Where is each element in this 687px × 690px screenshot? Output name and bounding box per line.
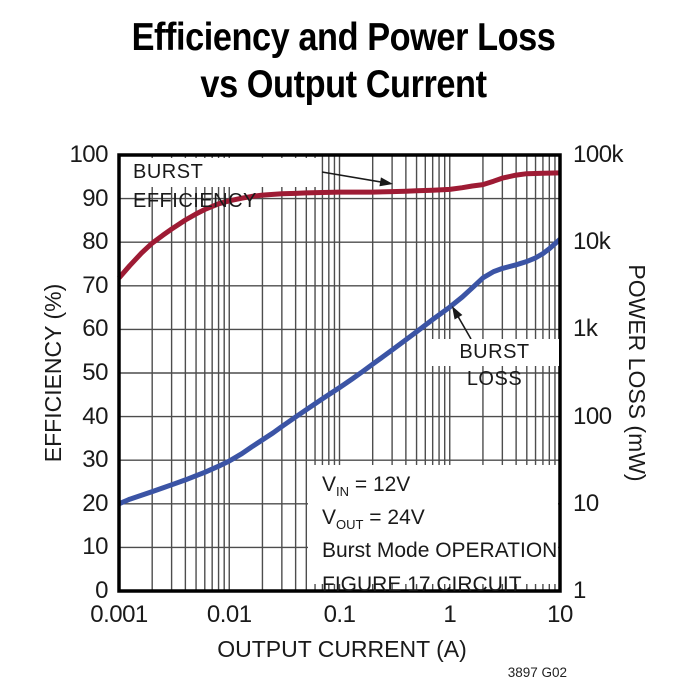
y-left-tick-label: 0 bbox=[95, 577, 108, 604]
y-left-tick-label: 90 bbox=[82, 184, 108, 212]
y-right-tick-label: 10 bbox=[573, 489, 599, 517]
x-tick-label: 0.001 bbox=[90, 601, 148, 628]
condition-mode: Burst Mode OPERATION bbox=[322, 539, 558, 563]
y-right-tick-label: 100k bbox=[573, 141, 624, 168]
burst-efficiency-arrow bbox=[321, 171, 393, 187]
y-left-tick-label: 10 bbox=[82, 533, 108, 561]
x-tick-label: 0.01 bbox=[206, 601, 252, 628]
x-axis-title: OUTPUT CURRENT (A) bbox=[217, 636, 467, 662]
burst-efficiency-label: BURST EFFICIENCY bbox=[122, 158, 320, 212]
y-left-tick-label: 30 bbox=[82, 446, 108, 474]
y-left-tick-label: 100 bbox=[69, 141, 108, 168]
x-tick-label: 0.1 bbox=[323, 601, 356, 628]
chart-title-line1: Efficiency and Power Loss bbox=[131, 16, 556, 59]
test-conditions-box: VIN = 12V VOUT = 24V Burst Mode OPERATIO… bbox=[308, 465, 558, 596]
y-left-tick-label: 40 bbox=[82, 402, 108, 430]
condition-circuit: FIGURE 17 CIRCUIT bbox=[322, 572, 522, 596]
chart-title-line2: vs Output Current bbox=[200, 63, 487, 106]
burst-loss-label: BURST LOSS bbox=[430, 339, 559, 390]
burst-loss-arrow bbox=[452, 306, 472, 340]
y-right-tick-label: 1k bbox=[573, 315, 598, 343]
condition-vout: VOUT = 24V bbox=[322, 506, 425, 533]
chart-title: Efficiency and Power Loss vs Output Curr… bbox=[41, 14, 646, 108]
y-right-axis-title: POWER LOSS (mW) bbox=[624, 264, 650, 482]
y-left-tick-label: 20 bbox=[82, 489, 108, 517]
x-tick-label: 1 bbox=[443, 601, 457, 628]
figure-number: 3897 G02 bbox=[507, 665, 567, 680]
y-left-tick-label: 60 bbox=[82, 315, 108, 343]
burst-efficiency-curve bbox=[117, 170, 561, 280]
condition-vin: VIN = 12V bbox=[322, 473, 411, 500]
plot-frame bbox=[117, 153, 562, 593]
y-left-tick-label: 80 bbox=[82, 228, 108, 256]
y-left-tick-label: 50 bbox=[82, 359, 108, 386]
y-right-tick-label: 100 bbox=[573, 402, 612, 430]
y-left-tick-label: 70 bbox=[82, 271, 108, 299]
y-right-tick-label: 10k bbox=[573, 228, 611, 256]
burst-loss-curve bbox=[118, 237, 562, 507]
x-tick-label: 10 bbox=[547, 601, 573, 628]
y-right-tick-label: 1 bbox=[573, 577, 586, 604]
